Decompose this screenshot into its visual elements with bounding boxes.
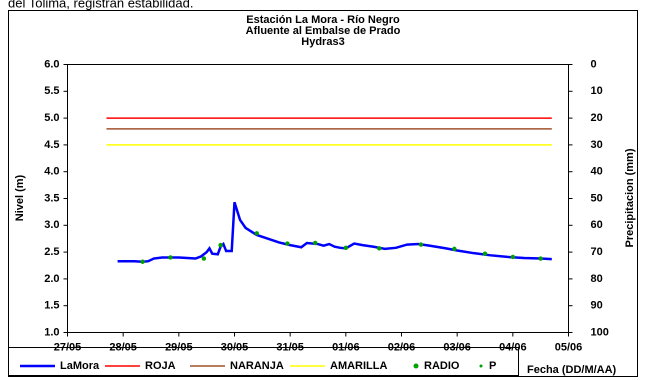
- y-tick-label: 1.5: [44, 300, 59, 312]
- y2-tick-label: 70: [591, 246, 603, 258]
- x-tick-label: 28/05: [109, 341, 137, 353]
- y2-tick-label: 10: [591, 85, 603, 97]
- legend-label: AMARILLA: [330, 360, 387, 372]
- series-point: [482, 251, 488, 256]
- chart-title: Afluente al Embalse de Prado: [246, 25, 401, 37]
- legend-swatch: [413, 363, 419, 369]
- series-point: [201, 256, 207, 261]
- x-tick-label: 29/05: [165, 341, 193, 353]
- legend-label: RADIO: [424, 360, 460, 372]
- chart-frame: [8, 10, 638, 377]
- x-axis-label: Fecha (DD/M/AA): [527, 364, 617, 376]
- y2-tick-label: 50: [591, 192, 603, 204]
- y-tick-label: 6.0: [44, 58, 59, 70]
- x-tick-label: 05/06: [555, 341, 583, 353]
- y2-tick-label: 20: [591, 112, 603, 124]
- y2-tick-label: 80: [591, 273, 603, 285]
- plot-frame: [67, 64, 569, 333]
- series-point: [538, 256, 543, 261]
- y-axis-label: Nivel (m): [14, 174, 26, 221]
- series-point: [510, 254, 516, 260]
- x-tick-label: 30/05: [221, 341, 249, 353]
- y-tick-label: 5.5: [44, 85, 59, 97]
- y2-tick-label: 60: [591, 219, 603, 231]
- y2-tick-label: 40: [591, 166, 603, 178]
- y-tick-label: 2.0: [44, 273, 59, 285]
- x-tick-label: 01/06: [332, 341, 360, 353]
- x-tick-label: 31/05: [276, 341, 304, 353]
- series-point: [218, 242, 223, 248]
- y-tick-label: 4.0: [44, 166, 59, 178]
- series-point: [343, 245, 349, 251]
- series-point: [452, 246, 457, 252]
- legend-frame: [8, 347, 519, 376]
- y2-tick-label: 30: [591, 139, 603, 151]
- x-tick-label: 03/06: [443, 341, 471, 353]
- x-tick-label: 02/06: [388, 341, 416, 353]
- y-tick-label: 3.5: [44, 192, 59, 204]
- caption: del Tolima, registran estabilidad.: [8, 0, 193, 10]
- legend-swatch: [479, 364, 483, 368]
- series-point: [168, 255, 173, 260]
- series-point: [377, 246, 382, 251]
- x-tick-label: 04/06: [499, 341, 527, 353]
- series-point: [140, 259, 145, 264]
- series-point: [285, 241, 290, 246]
- y2-tick-label: 90: [591, 300, 603, 312]
- chart-title: Estación La Mora - Río Negro: [246, 14, 400, 26]
- y-tick-label: 3.0: [44, 219, 59, 231]
- legend-label: P: [489, 360, 496, 372]
- series-line: [117, 201, 552, 264]
- series-point: [313, 240, 318, 246]
- series-point: [418, 242, 424, 247]
- y-tick-label: 4.5: [44, 139, 59, 151]
- legend-label: LaMora: [60, 360, 100, 372]
- chart-title: Hydras3: [301, 36, 344, 48]
- y-tick-label: 1.0: [44, 326, 59, 338]
- y-tick-label: 2.5: [44, 246, 59, 258]
- x-tick-label: 27/05: [54, 341, 82, 353]
- legend-label: NARANJA: [230, 360, 284, 372]
- series-point: [254, 231, 259, 236]
- y-tick-label: 5.0: [44, 112, 59, 124]
- y2-tick-label: 100: [591, 326, 609, 338]
- legend-label: ROJA: [145, 360, 176, 372]
- y2-axis-label: Precipitacion (mm): [624, 148, 636, 247]
- y2-tick-label: 0: [591, 58, 597, 70]
